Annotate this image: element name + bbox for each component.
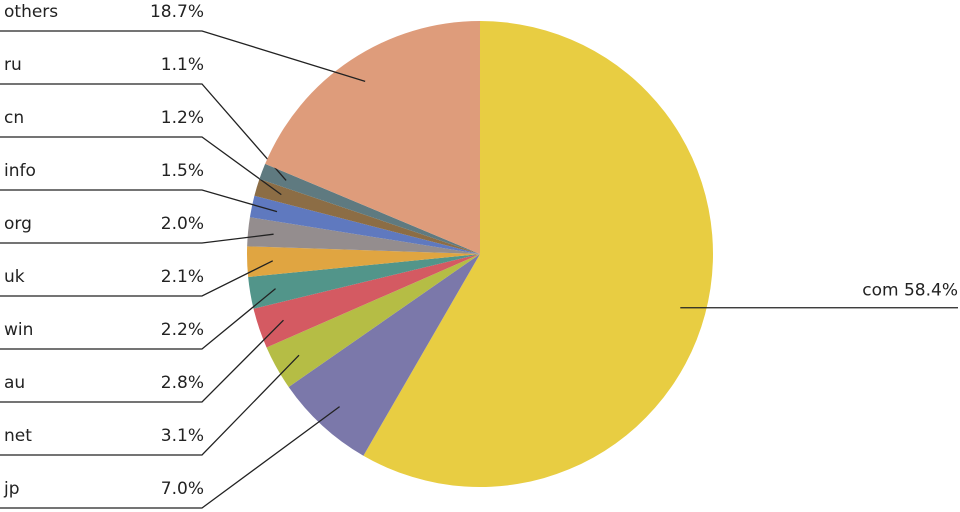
pie-slice: [259, 163, 480, 254]
value-label: 18.7%: [150, 2, 204, 22]
leader-line: [0, 260, 274, 297]
value-label: 1.1%: [161, 55, 204, 75]
category-label: cn: [4, 108, 24, 128]
slice-label: com 58.4%: [862, 281, 958, 301]
value-label: 58.4%: [904, 281, 958, 301]
category-label: others: [4, 2, 58, 22]
leader-line: [0, 288, 276, 350]
pie-slice: [288, 254, 480, 456]
category-label: com: [862, 281, 898, 301]
leader-line: [0, 30, 366, 82]
category-label: net: [4, 426, 32, 446]
leader-line: [0, 189, 278, 213]
leader-line: [0, 406, 340, 509]
category-label: win: [4, 320, 33, 340]
leader-line: [0, 83, 287, 181]
pie-slice: [363, 21, 713, 488]
leader-line: [0, 233, 274, 244]
value-label: 2.8%: [161, 373, 204, 393]
leader-line: [0, 136, 282, 196]
pie-slice: [249, 195, 480, 254]
pie-slice: [254, 178, 480, 254]
value-label: 7.0%: [161, 479, 204, 499]
leader-line: [0, 354, 300, 456]
value-label: 1.5%: [161, 161, 204, 181]
value-label: 3.1%: [161, 426, 204, 446]
category-label: org: [4, 214, 32, 234]
category-label: uk: [4, 267, 25, 287]
leader-line: [0, 319, 284, 403]
pie-slice: [266, 254, 480, 387]
category-label: ru: [4, 55, 22, 75]
value-label: 2.0%: [161, 214, 204, 234]
pie-slice: [253, 254, 480, 348]
value-label: 2.2%: [161, 320, 204, 340]
category-label: info: [4, 161, 36, 181]
value-label: 2.1%: [161, 267, 204, 287]
pie-slice: [265, 21, 480, 254]
pie-slice: [247, 217, 480, 254]
pie-slice: [247, 246, 480, 277]
pie-slice: [248, 254, 480, 309]
category-label: au: [4, 373, 25, 393]
category-label: jp: [3, 479, 20, 499]
value-label: 1.2%: [161, 108, 204, 128]
